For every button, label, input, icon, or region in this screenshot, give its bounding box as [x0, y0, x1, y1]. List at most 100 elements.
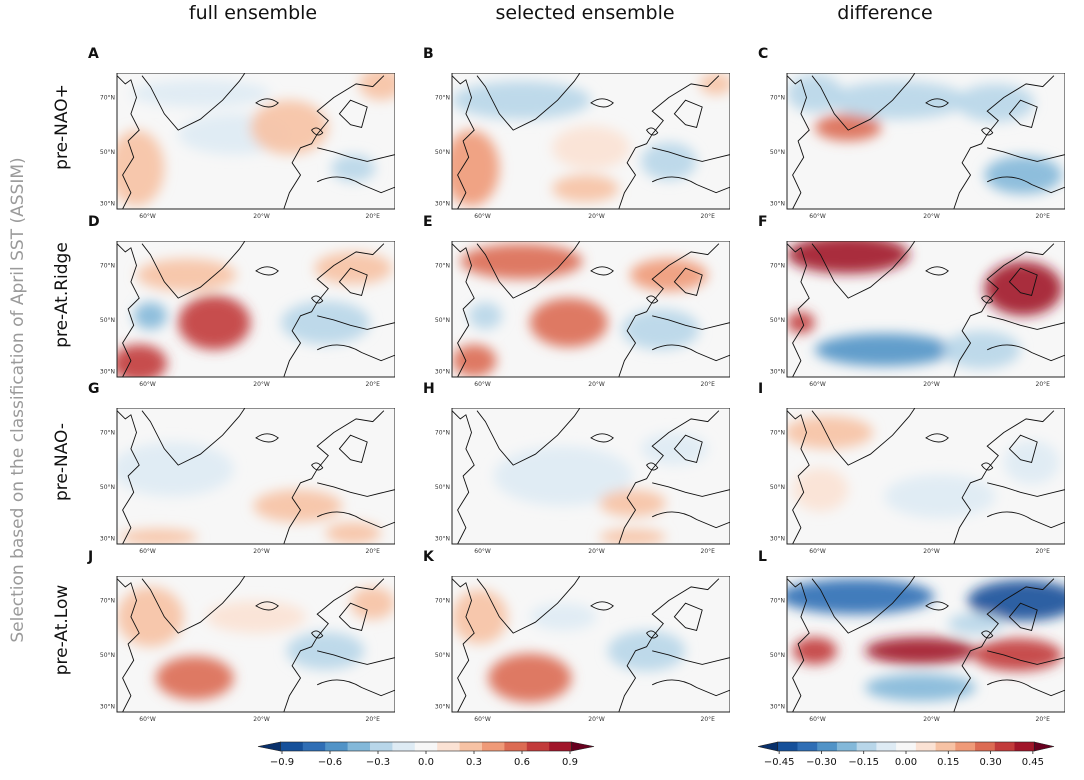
lat-tick-label: 50°N — [435, 484, 450, 491]
coastline-6 — [673, 602, 703, 631]
anomaly-blob-1 — [599, 489, 667, 517]
lon-tick-label: 60°W — [139, 381, 156, 388]
coastline-4 — [317, 315, 395, 330]
panel-letter-l: L — [758, 549, 767, 565]
map-frame — [451, 241, 730, 378]
lat-tick-label: 50°N — [100, 652, 115, 659]
coastline-4 — [317, 482, 395, 497]
coastline-7 — [646, 462, 659, 471]
lon-tick-label: 20°W — [588, 716, 605, 723]
colorbar-swatch — [414, 742, 438, 751]
coastline-5 — [652, 176, 730, 194]
coastline-1 — [476, 241, 581, 299]
anomaly-blob-2 — [250, 100, 329, 155]
colorbar-swatch — [482, 742, 505, 751]
anomaly-blob-3 — [973, 638, 1063, 672]
coastline-6 — [673, 434, 703, 463]
coastline-7 — [981, 462, 994, 471]
coastline-6 — [338, 434, 368, 463]
colorbar-difference: −0.45 −0.30 −0.15 0.00 0.15 0.30 0.45 — [750, 740, 1062, 774]
coastline-7 — [311, 127, 324, 136]
lon-tick-label: 20°E — [701, 213, 716, 220]
map-frame — [786, 73, 1065, 210]
panel-letter-a: A — [88, 46, 99, 62]
lon-tick-label: 20°E — [701, 548, 716, 555]
colorbar-extend — [571, 741, 595, 752]
lat-tick-label: 70°N — [100, 429, 115, 436]
colorbar-tick-label: 0.30 — [979, 757, 1001, 768]
colorbar-swatch — [896, 742, 917, 751]
map-frame — [116, 73, 395, 210]
anomaly-blob-4 — [281, 300, 370, 345]
lat-tick-label: 30°N — [770, 704, 785, 711]
anomaly-blob-5 — [864, 673, 977, 702]
coastline-3 — [953, 410, 1055, 544]
map-panel-b: 70°N 50°N 30°N 60°W 20°W 20°E — [432, 73, 730, 223]
lon-tick-label: 60°W — [809, 213, 826, 220]
coastline-2 — [255, 433, 279, 443]
anomaly-blob-2 — [607, 630, 686, 672]
anomaly-blob-4 — [552, 175, 619, 203]
lat-tick-label: 70°N — [435, 262, 450, 269]
lon-tick-label: 20°W — [588, 213, 605, 220]
coastline-0 — [452, 243, 475, 377]
colorbar-swatch — [302, 742, 326, 751]
map-panel-e: 70°N 50°N 30°N 60°W 20°W 20°E — [432, 241, 730, 391]
colorbar-swatch — [955, 742, 976, 751]
coastline-0 — [117, 243, 140, 377]
coastline-5 — [987, 344, 1065, 362]
coastline-1 — [141, 576, 246, 634]
coastline-6 — [1008, 267, 1038, 296]
lat-tick-label: 30°N — [435, 201, 450, 208]
coastline-1 — [811, 576, 916, 634]
lon-tick-label: 20°W — [923, 381, 940, 388]
colorbar-swatch — [370, 742, 393, 751]
coastline-6 — [338, 267, 368, 296]
coastline-5 — [652, 679, 730, 697]
lon-tick-label: 20°E — [1036, 213, 1051, 220]
anomaly-blob-3 — [787, 311, 815, 334]
coastline-2 — [925, 601, 949, 611]
coastline-1 — [476, 73, 581, 131]
lon-tick-label: 20°E — [366, 381, 381, 388]
coastline-5 — [652, 511, 730, 529]
anomaly-blob-2 — [814, 333, 954, 367]
anomaly-blob-3 — [358, 73, 395, 101]
lat-tick-label: 30°N — [100, 369, 115, 376]
panel-letter-f: F — [758, 214, 768, 230]
colorbar-ensemble-svg: −0.9 −0.6 −0.3 0.0 0.3 0.6 0.9 — [257, 741, 595, 768]
lat-tick-label: 50°N — [770, 484, 785, 491]
map-panel-c: 70°N 50°N 30°N 60°W 20°W 20°E — [767, 73, 1065, 223]
colorbar-extend — [1033, 741, 1055, 752]
anomaly-blob-3 — [136, 258, 237, 292]
anomaly-blob-2 — [286, 631, 365, 670]
map-frame — [786, 408, 1065, 545]
lon-tick-label: 20°E — [1036, 716, 1051, 723]
coastline-4 — [317, 650, 395, 665]
lon-tick-label: 60°W — [809, 716, 826, 723]
anomaly-blob-0 — [117, 442, 234, 497]
anomaly-blob-0 — [787, 416, 874, 449]
anomaly-blob-1 — [828, 81, 968, 120]
lon-tick-label: 20°W — [588, 548, 605, 555]
coastline-6 — [1008, 602, 1038, 631]
lon-tick-label: 60°W — [474, 716, 491, 723]
coastline-2 — [590, 433, 614, 443]
colorbar-swatch — [836, 742, 858, 751]
anomaly-blob-2 — [552, 126, 630, 170]
colorbar-extend — [257, 741, 281, 752]
map-panel-j: 70°N 50°N 30°N 60°W 20°W 20°E — [97, 576, 395, 726]
map-frame — [116, 408, 395, 545]
anomaly-blob-3 — [350, 586, 395, 620]
lat-tick-label: 50°N — [770, 652, 785, 659]
colorbar-tick-label: 0.00 — [895, 757, 917, 768]
coastline-1 — [141, 241, 246, 299]
anomaly-blob-2 — [599, 529, 667, 544]
anomaly-blob-0 — [452, 81, 591, 120]
anomaly-blob-1 — [984, 261, 1063, 316]
lat-tick-label: 50°N — [435, 317, 450, 324]
coastline-7 — [981, 127, 994, 136]
colorbar-tick-label: −0.6 — [318, 757, 342, 768]
anomaly-blob-2 — [452, 344, 497, 377]
anomaly-blob-5 — [314, 251, 393, 285]
